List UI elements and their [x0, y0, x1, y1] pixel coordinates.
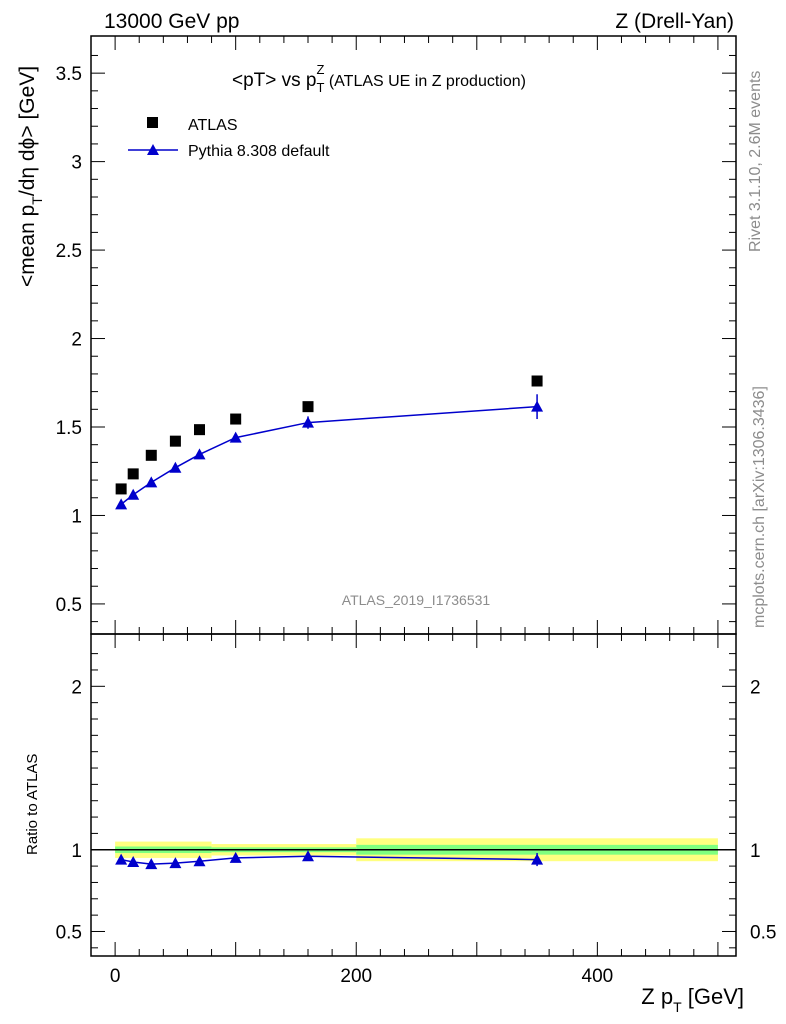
- legend: ATLAS Pythia 8.308 default: [128, 117, 330, 160]
- pythia-point-1: [127, 488, 140, 500]
- axis-ticks: [91, 36, 736, 956]
- atlas-point-3: [169, 435, 181, 447]
- ratio-point-4: [193, 855, 206, 867]
- y-tick-label-5: 3: [71, 153, 82, 174]
- legend-marker-pythia: [147, 144, 159, 155]
- legend-marker-atlas: [147, 117, 158, 128]
- y-tick-label-3: 2: [71, 330, 82, 351]
- ratio-y-tick-label-left-2: 2: [71, 677, 82, 698]
- ratio-point-3: [169, 857, 182, 869]
- data-marks: [115, 375, 544, 870]
- y-tick-label-2: 1.5: [56, 418, 82, 439]
- pythia-series-line: [120, 405, 538, 505]
- x-tick-label-2: 400: [582, 966, 614, 987]
- y-tick-label-0: 0.5: [56, 595, 82, 616]
- legend-label-atlas: ATLAS: [188, 117, 238, 134]
- y-tick-label-1: 1: [71, 506, 82, 527]
- ratio-y-tick-label-right-0: 0.5: [750, 922, 776, 943]
- ratio-panel-frame: [90, 633, 737, 957]
- ratio-point-0: [115, 853, 128, 865]
- ratio-point-5: [229, 851, 242, 863]
- y-tick-label-6: 3.5: [56, 64, 82, 85]
- axis-tick-labels: 0 200 400 0.5 1 1.5 2 2.5 3 3.5 0.5 0.5 1 1 2 2: [56, 64, 777, 987]
- legend-label-pythia: Pythia 8.308 default: [188, 143, 330, 160]
- x-tick-label-0: 0: [110, 966, 121, 987]
- atlas-point-5: [230, 413, 242, 425]
- atlas-point-4: [194, 424, 206, 436]
- mcplots-reference-label: mcplots.cern.ch [arXiv:1306.3436]: [751, 386, 768, 628]
- pythia-point-0: [115, 498, 128, 510]
- header-energy: 13000 GeV pp: [104, 10, 239, 33]
- y-tick-label-4: 2.5: [56, 241, 82, 262]
- pythia-point-5: [229, 431, 242, 443]
- ratio-point-6: [302, 850, 315, 862]
- pythia-point-4: [193, 448, 206, 460]
- ratio-point-1: [127, 856, 140, 868]
- x-tick-label-1: 200: [340, 966, 372, 987]
- pythia-point-7: [531, 400, 544, 412]
- pythia-point-3: [169, 461, 182, 473]
- atlas-point-2: [145, 449, 157, 461]
- pythia-point-2: [145, 476, 158, 488]
- atlas-point-6: [302, 401, 314, 413]
- header-process: Z (Drell-Yan): [615, 10, 734, 33]
- ratio-y-tick-label-left-1: 1: [71, 841, 82, 862]
- atlas-point-0: [115, 483, 127, 495]
- atlas-point-7: [531, 375, 543, 387]
- rivet-version-label: Rivet 3.1.10, 2.6M events: [747, 71, 764, 252]
- ratio-point-7: [531, 853, 544, 865]
- analysis-label: ATLAS_2019_I1736531: [342, 592, 491, 608]
- x-axis-label: Z pT [GeV]: [641, 984, 744, 1015]
- pythia-point-6: [302, 416, 315, 428]
- ratio-y-tick-label-left-0: 0.5: [56, 922, 82, 943]
- ratio-uncertainty-bands: [91, 838, 736, 862]
- ratio-y-axis-label: Ratio to ATLAS: [24, 754, 41, 855]
- plot-title: <pT> vs pTZ (ATLAS UE in Z production): [232, 62, 526, 95]
- y-axis-label: <mean pT/dη dϕ> [GeV]: [16, 66, 45, 287]
- ratio-y-tick-label-right-2: 2: [750, 677, 761, 698]
- ratio-point-2: [145, 858, 158, 870]
- ratio-y-tick-label-right-1: 1: [750, 841, 761, 862]
- atlas-point-1: [127, 468, 139, 480]
